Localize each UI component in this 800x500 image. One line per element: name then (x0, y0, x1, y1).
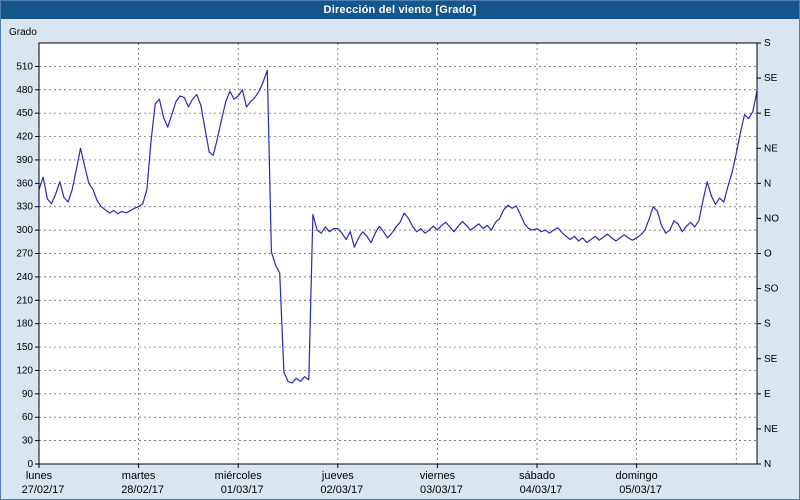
title-bar: Dirección del viento [Grado] (1, 1, 799, 19)
day-name-label: viernes (420, 470, 456, 482)
plot-border (38, 42, 758, 465)
day-date-label: 01/03/17 (221, 484, 264, 496)
y-tick-label: 300 (16, 225, 33, 236)
day-name-label: miércoles (215, 470, 263, 482)
day-name-label: lunes (26, 470, 53, 482)
day-date-label: 04/03/17 (520, 484, 563, 496)
compass-tick-label: S (764, 319, 771, 330)
compass-tick-label: NO (764, 213, 779, 224)
plot-area (39, 43, 757, 464)
compass-tick-label: SE (764, 73, 778, 84)
day-name-label: martes (122, 470, 156, 482)
y-tick-label: 240 (16, 272, 33, 283)
compass-tick-label: E (764, 108, 771, 119)
day-date-label: 05/03/17 (619, 484, 662, 496)
y-tick-label: 480 (16, 85, 33, 96)
y-tick-label: 60 (22, 412, 34, 423)
chart-area: 0 30 60 90 120 150 180 210 240 270 300 330 360 390 420… (1, 19, 799, 499)
wind-direction-series (38, 69, 758, 384)
compass-tick-label: O (764, 249, 772, 260)
day-name-label: domingo (616, 470, 658, 482)
day-name-label: jueves (321, 470, 354, 482)
y-axis-title: Grado (9, 27, 37, 38)
y-tick-label: 120 (16, 365, 33, 376)
y-tick-label: 30 (22, 436, 34, 447)
compass-tick-label: N (764, 459, 771, 470)
y-tick-label: 450 (16, 108, 33, 119)
compass-tick-label: SE (764, 354, 778, 365)
compass-tick-label: NE (764, 143, 778, 154)
y-tick-label: 360 (16, 178, 33, 189)
compass-tick-label: NE (764, 424, 778, 435)
y-tick-label: 510 (16, 61, 33, 72)
day-name-label: sábado (519, 470, 555, 482)
day-labels: lunes 27/02/17 martes 28/02/17 miércoles 01/0… (22, 464, 662, 496)
y-tick-label: 0 (27, 459, 33, 470)
compass-labels-right: S SE E NE N NO O SO S SE E NE N (757, 38, 779, 470)
day-date-label: 28/02/17 (121, 484, 164, 496)
y-tick-label: 330 (16, 202, 33, 213)
window-title: Dirección del viento [Grado] (323, 4, 477, 16)
y-tick-label: 180 (16, 319, 33, 330)
v-gridlines (138, 43, 737, 464)
compass-tick-label: E (764, 389, 771, 400)
y-tick-label: 420 (16, 132, 33, 143)
y-tick-label: 270 (16, 249, 33, 260)
y-tick-label: 150 (16, 342, 33, 353)
day-date-label: 02/03/17 (320, 484, 363, 496)
compass-tick-label: S (764, 38, 771, 49)
y-axis-labels-left: 0 30 60 90 120 150 180 210 240 270 300 330 360 390 420… (16, 61, 39, 470)
y-tick-label: 210 (16, 295, 33, 306)
y-tick-label: 390 (16, 155, 33, 166)
compass-tick-label: SO (764, 284, 779, 295)
day-date-label: 27/02/17 (22, 484, 65, 496)
day-date-label: 03/03/17 (420, 484, 463, 496)
y-tick-label: 90 (22, 389, 34, 400)
wind-chart: 0 30 60 90 120 150 180 210 240 270 300 330 360 390 420… (9, 27, 779, 496)
compass-tick-label: N (764, 178, 771, 189)
